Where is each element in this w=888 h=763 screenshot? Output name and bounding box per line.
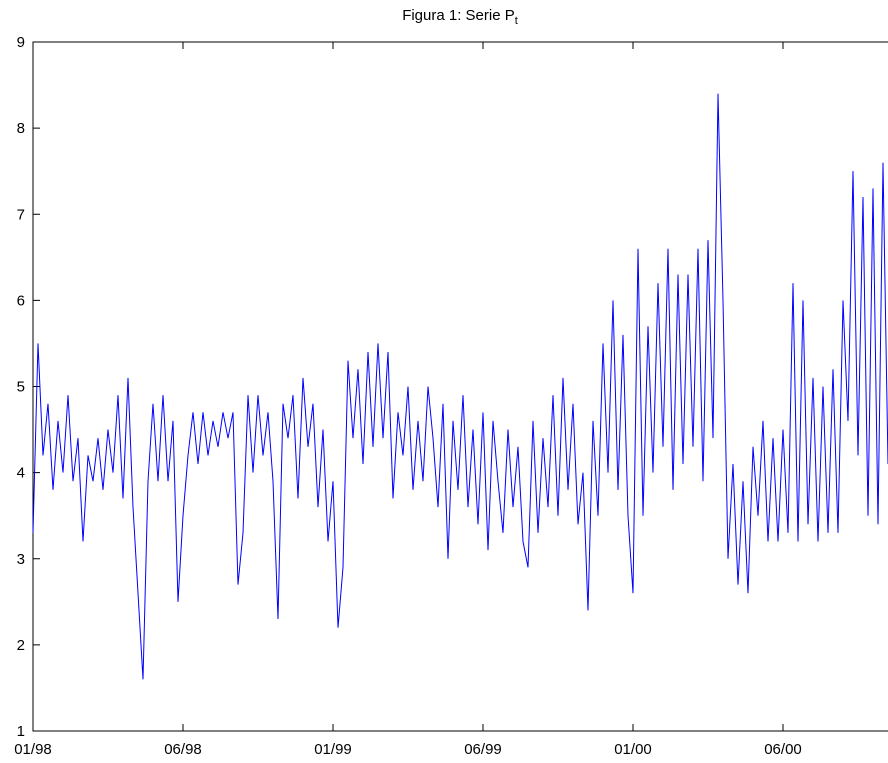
y-tick-label: 8 [17, 120, 25, 137]
x-tick-label: 01/00 [614, 741, 652, 758]
x-tick-label: 01/99 [314, 741, 352, 758]
y-tick-label: 6 [17, 292, 25, 309]
chart-title: Figura 1: Serie Pt [402, 7, 518, 27]
x-tick-label: 06/99 [464, 741, 502, 758]
title-main: Figura 1: Serie P [402, 7, 515, 24]
plot-frame [32, 41, 888, 732]
title-subscript: t [515, 15, 518, 27]
data-line [32, 93, 888, 680]
y-tick-label: 2 [17, 637, 25, 654]
y-tick-label: 7 [17, 206, 25, 223]
y-tick-label: 9 [17, 34, 25, 51]
y-tick-label: 4 [17, 465, 25, 482]
y-tick-label: 1 [17, 723, 25, 740]
x-tick-label: 06/00 [764, 741, 802, 758]
y-tick-label: 3 [17, 551, 25, 568]
y-tick-label: 5 [17, 379, 25, 396]
x-tick-label: 06/98 [164, 741, 202, 758]
x-tick-label: 01/98 [14, 741, 52, 758]
